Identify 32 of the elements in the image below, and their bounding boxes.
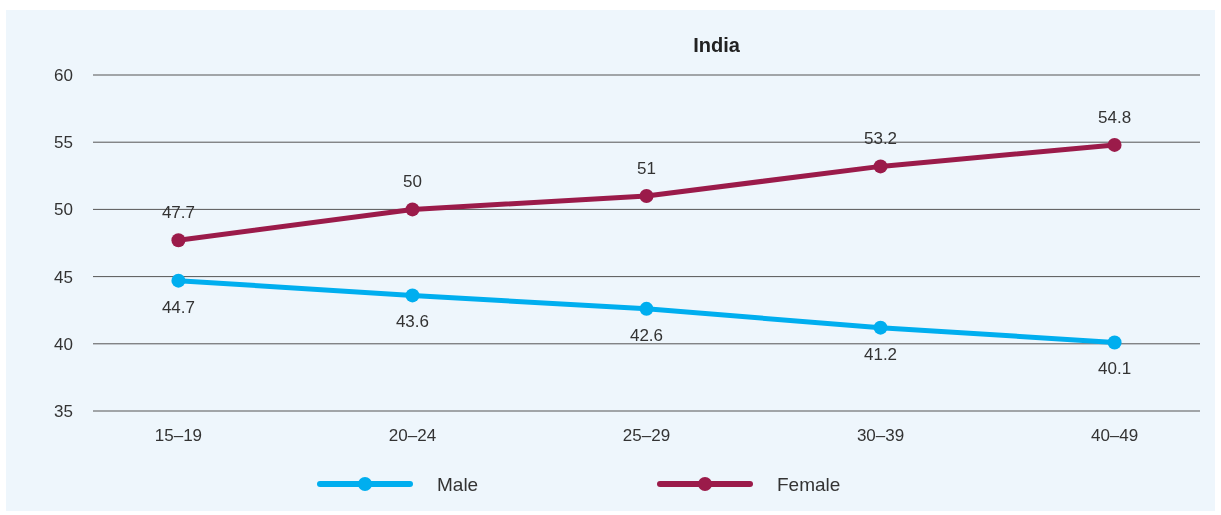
x-tick-label: 25–29 — [622, 426, 671, 445]
y-tick-label: 55 — [54, 133, 73, 153]
x-tick-label: 40–49 — [1090, 426, 1139, 445]
data-label: 40.1 — [1098, 359, 1132, 379]
point — [1107, 335, 1122, 350]
y-tick-label: 35 — [54, 402, 73, 421]
point — [639, 188, 654, 203]
data-label: 43.6 — [395, 312, 430, 332]
legend-label: Male — [437, 474, 479, 495]
y-tick-label: 60 — [54, 66, 73, 85]
point — [405, 202, 420, 217]
point — [873, 320, 888, 335]
y-tick-label: 40 — [54, 334, 73, 354]
data-label: 41.2 — [863, 344, 898, 364]
data-label: 50 — [403, 172, 422, 192]
y-tick-label: 45 — [54, 267, 73, 287]
point — [171, 273, 186, 288]
x-tick-label: 30–39 — [856, 426, 905, 445]
chart-title: India — [693, 34, 741, 56]
point — [873, 159, 888, 174]
data-label: 44.7 — [161, 297, 195, 317]
y-tick-label: 50 — [54, 200, 73, 220]
point — [405, 288, 420, 303]
x-tick-label: 15–19 — [154, 426, 203, 445]
point — [639, 301, 654, 316]
legend-label: Female — [777, 474, 841, 495]
point — [171, 233, 186, 248]
x-tick-label: 20–24 — [388, 426, 437, 445]
data-label: 54.8 — [1098, 107, 1132, 127]
data-label: 42.6 — [629, 325, 664, 345]
point — [1107, 137, 1122, 152]
data-label: 51 — [637, 158, 656, 178]
